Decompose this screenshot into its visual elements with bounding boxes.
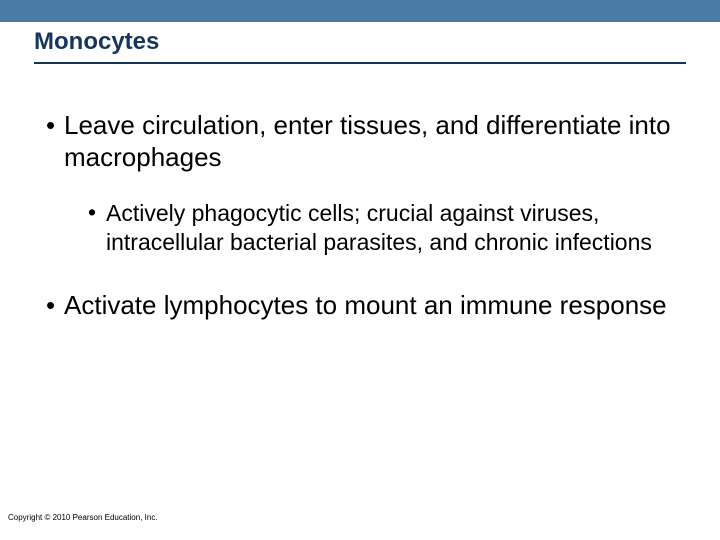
slide-body: • Leave circulation, enter tissues, and … [46, 110, 674, 348]
copyright-text: Copyright © 2010 Pearson Education, Inc. [8, 513, 158, 522]
title-underline [34, 62, 686, 64]
bullet-text: Leave circulation, enter tissues, and di… [64, 110, 674, 173]
slide-title: Monocytes [34, 28, 159, 55]
bullet-text: Activate lymphocytes to mount an immune … [64, 290, 674, 322]
bullet-item: • Activate lymphocytes to mount an immun… [46, 290, 674, 322]
header-bar [0, 0, 720, 22]
bullet-marker: • [46, 290, 64, 322]
bullet-marker: • [88, 199, 106, 256]
slide-title-block: Monocytes [34, 28, 159, 56]
bullet-marker: • [46, 110, 64, 173]
slide: Monocytes • Leave circulation, enter tis… [0, 0, 720, 540]
bullet-text: Actively phagocytic cells; crucial again… [106, 199, 674, 256]
bullet-item: • Actively phagocytic cells; crucial aga… [88, 199, 674, 256]
bullet-item: • Leave circulation, enter tissues, and … [46, 110, 674, 173]
